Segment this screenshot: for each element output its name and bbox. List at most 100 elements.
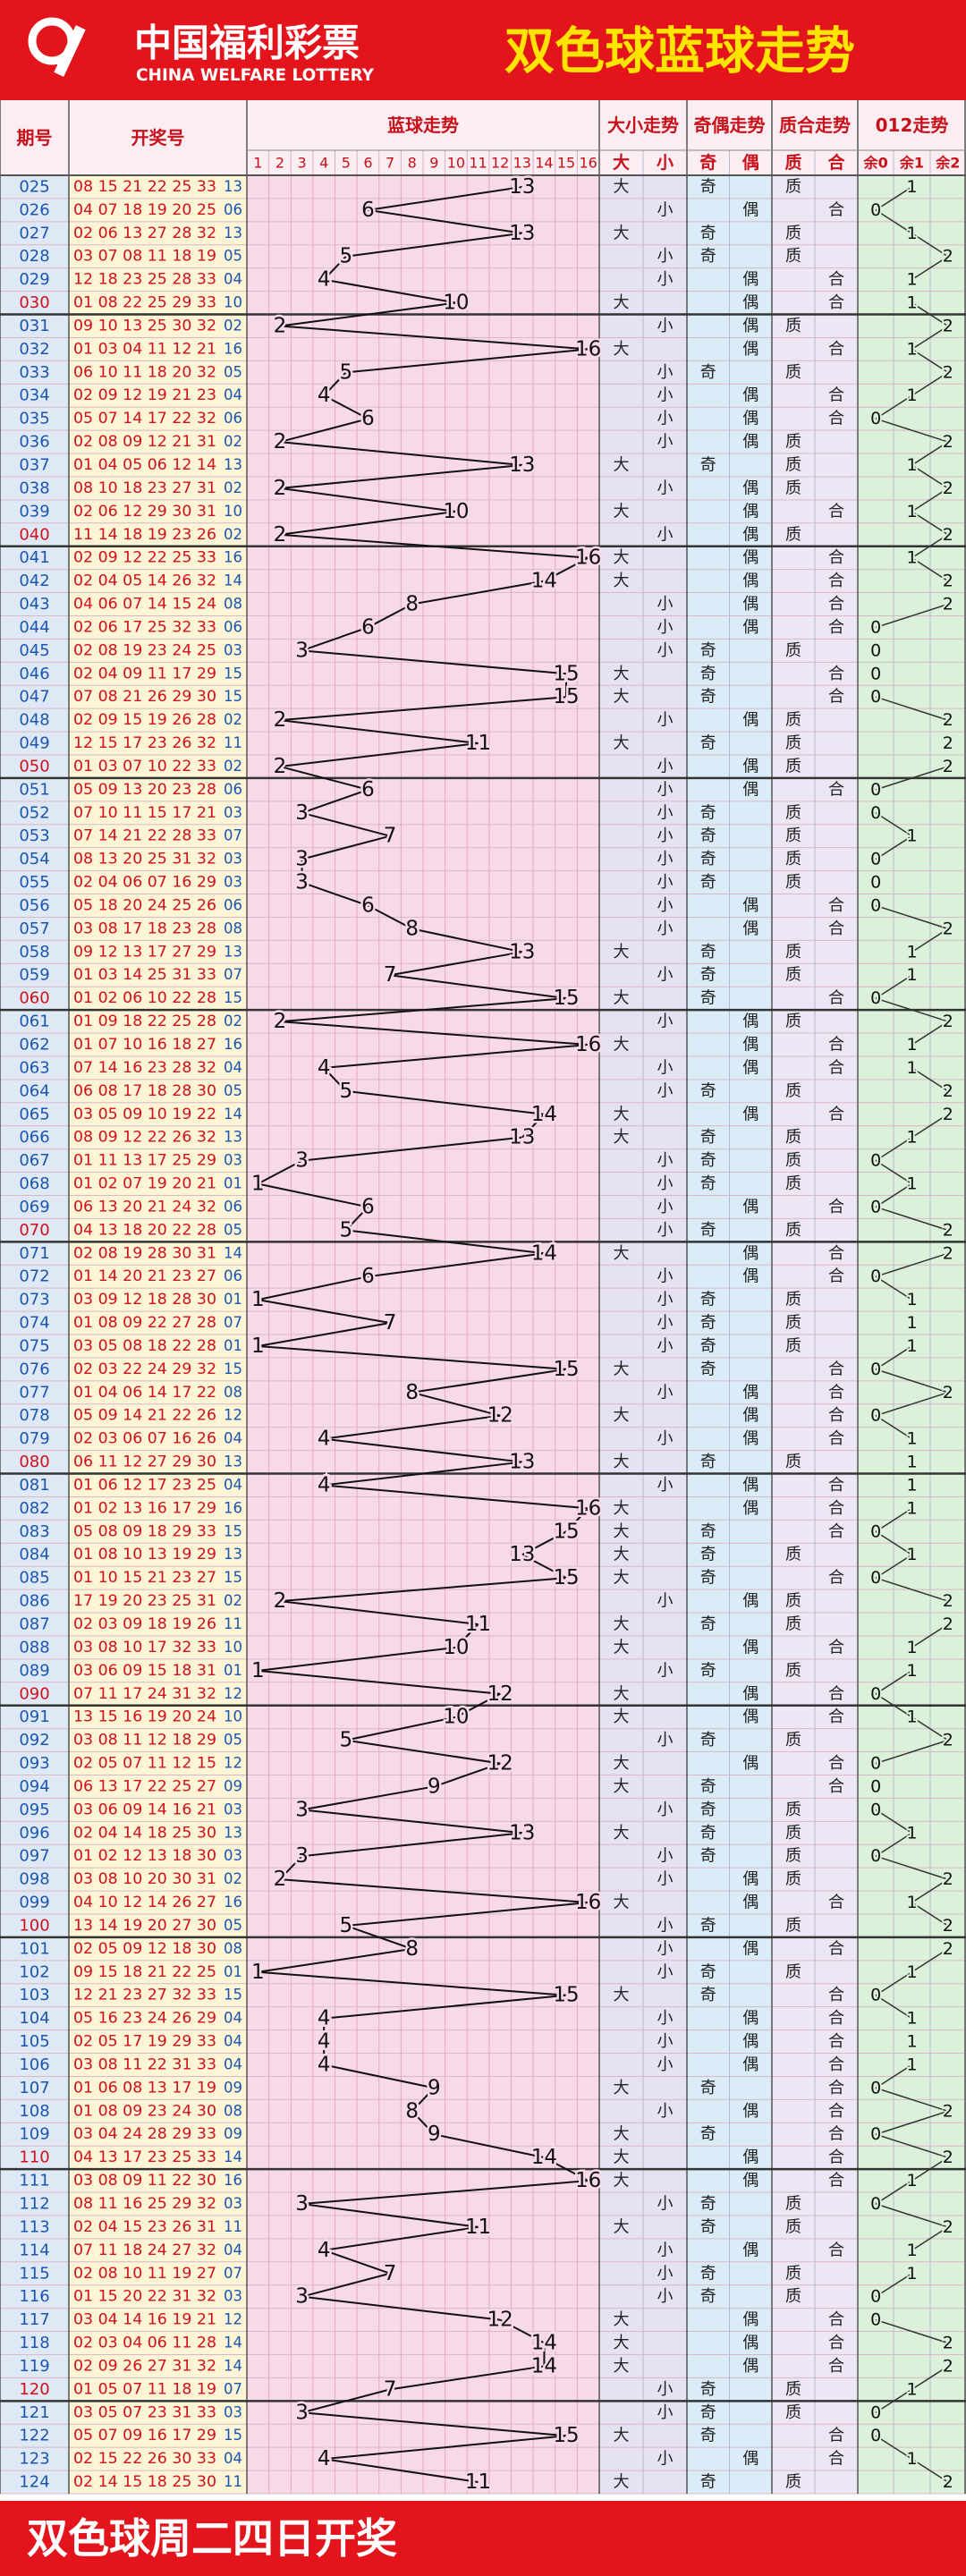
parity-mark: 偶 <box>742 711 758 730</box>
period: 101 <box>19 1939 49 1958</box>
size-mark: 小 <box>657 2032 674 2051</box>
sub-header: 余0 <box>863 155 888 172</box>
size-mark: 小 <box>657 803 674 822</box>
logo-icon <box>28 17 86 77</box>
mod-mark: 2 <box>943 2472 953 2492</box>
trend-segment <box>301 835 391 860</box>
prime-mark: 合 <box>828 896 844 915</box>
size-mark: 大 <box>614 1406 630 1425</box>
mod-mark: 2 <box>943 2148 953 2167</box>
trend-segment <box>301 2295 501 2321</box>
prime-mark: 质 <box>785 966 801 985</box>
parity-mark: 偶 <box>742 618 758 637</box>
parity-mark: 偶 <box>742 293 758 312</box>
period: 033 <box>19 363 49 382</box>
blue-ball: 14 <box>224 2357 242 2375</box>
blue-ball: 13 <box>224 456 242 474</box>
parity-mark: 奇 <box>700 1986 716 2004</box>
period: 082 <box>19 1499 49 1518</box>
size-mark: 小 <box>657 2450 674 2469</box>
period: 055 <box>19 873 49 892</box>
mod-mark: 1 <box>906 2055 917 2074</box>
mod-mark: 2 <box>943 1105 953 1124</box>
red-balls: 02 05 17 19 29 33 <box>73 2033 216 2051</box>
blue-ball: 04 <box>224 1476 242 1494</box>
size-mark: 大 <box>614 1105 630 1123</box>
mod-segment <box>875 2180 912 2205</box>
mod-segment <box>911 1948 949 1973</box>
red-balls: 02 08 19 28 30 31 <box>73 1244 216 1262</box>
period: 080 <box>19 1453 49 1471</box>
blue-col-header: 5 <box>342 155 351 172</box>
mod-mark: 2 <box>943 1383 953 1402</box>
mod-mark: 1 <box>906 224 917 243</box>
parity-mark: 奇 <box>700 1777 716 1796</box>
size-mark: 小 <box>657 386 674 405</box>
trend-number: 6 <box>361 199 375 222</box>
mod-mark: 0 <box>870 2310 881 2330</box>
trend-number: 16 <box>575 2169 601 2192</box>
trend-number: 8 <box>405 2099 419 2123</box>
prime-mark: 合 <box>828 2079 844 2097</box>
parity-mark: 偶 <box>742 1244 758 1263</box>
prime-mark: 质 <box>785 1013 801 1031</box>
size-mark: 小 <box>657 1267 674 1286</box>
size-mark: 大 <box>614 1638 630 1657</box>
mod-mark: 1 <box>906 1498 917 1518</box>
period: 112 <box>19 2195 49 2214</box>
mod-mark: 1 <box>906 502 917 521</box>
period: 059 <box>19 966 49 985</box>
trend-number: 3 <box>295 2285 309 2309</box>
trend-segment <box>389 974 567 1000</box>
trend-number: 12 <box>487 1404 513 1428</box>
prime-mark: 质 <box>785 1661 801 1680</box>
red-balls: 17 19 20 23 25 31 <box>73 1592 216 1610</box>
trend-number: 7 <box>384 2262 397 2285</box>
sub-header: 奇 <box>699 152 716 173</box>
period: 062 <box>19 1036 49 1055</box>
parity-mark: 奇 <box>700 2427 716 2445</box>
parity-mark: 奇 <box>700 1801 716 1819</box>
trend-number: 16 <box>575 1496 601 1520</box>
period: 053 <box>19 826 49 845</box>
trend-number: 4 <box>318 2239 331 2262</box>
mod-segment <box>911 928 949 953</box>
prime-mark: 质 <box>785 433 801 452</box>
trend-number: 5 <box>339 1218 352 1241</box>
size-mark: 大 <box>614 1707 630 1726</box>
trend-number: 4 <box>318 2053 331 2076</box>
size-mark: 大 <box>614 502 630 521</box>
prime-mark: 质 <box>785 641 801 660</box>
blue-ball: 01 <box>224 1662 242 1680</box>
prime-mark: 质 <box>785 1151 801 1170</box>
mod-mark: 1 <box>906 293 917 313</box>
trend-segment <box>279 696 567 722</box>
mod-segment <box>875 1577 949 1602</box>
mod-segment <box>911 2226 949 2251</box>
mod-segment <box>911 1902 949 1927</box>
prime-mark: 质 <box>785 850 801 869</box>
header-bg <box>0 100 966 175</box>
size-mark: 大 <box>614 2357 630 2376</box>
header-bar <box>0 0 966 100</box>
red-balls: 02 08 10 11 19 27 <box>73 2265 216 2283</box>
trend-number: 15 <box>553 2424 579 2447</box>
red-balls: 02 04 14 18 25 30 <box>73 1824 216 1842</box>
parity-mark: 偶 <box>742 200 758 219</box>
red-balls: 01 05 07 11 18 19 <box>73 2380 216 2398</box>
trend-number: 3 <box>295 1844 309 1868</box>
column-bg <box>69 100 247 2494</box>
trend-segment <box>279 325 589 351</box>
red-balls: 07 14 16 23 28 32 <box>73 1059 216 1077</box>
size-mark: 大 <box>614 1128 630 1147</box>
mod-segment <box>875 1554 912 1579</box>
blue-ball: 03 <box>224 1152 242 1170</box>
parity-mark: 偶 <box>742 2334 758 2352</box>
mod-mark: 2 <box>943 595 953 614</box>
trend-segment <box>258 1182 369 1208</box>
period: 122 <box>19 2427 49 2445</box>
trend-segment <box>411 2110 436 2135</box>
size-mark: 小 <box>657 410 674 428</box>
red-balls: 08 11 16 25 29 32 <box>73 2195 216 2213</box>
red-balls: 01 08 22 25 29 33 <box>73 294 216 312</box>
